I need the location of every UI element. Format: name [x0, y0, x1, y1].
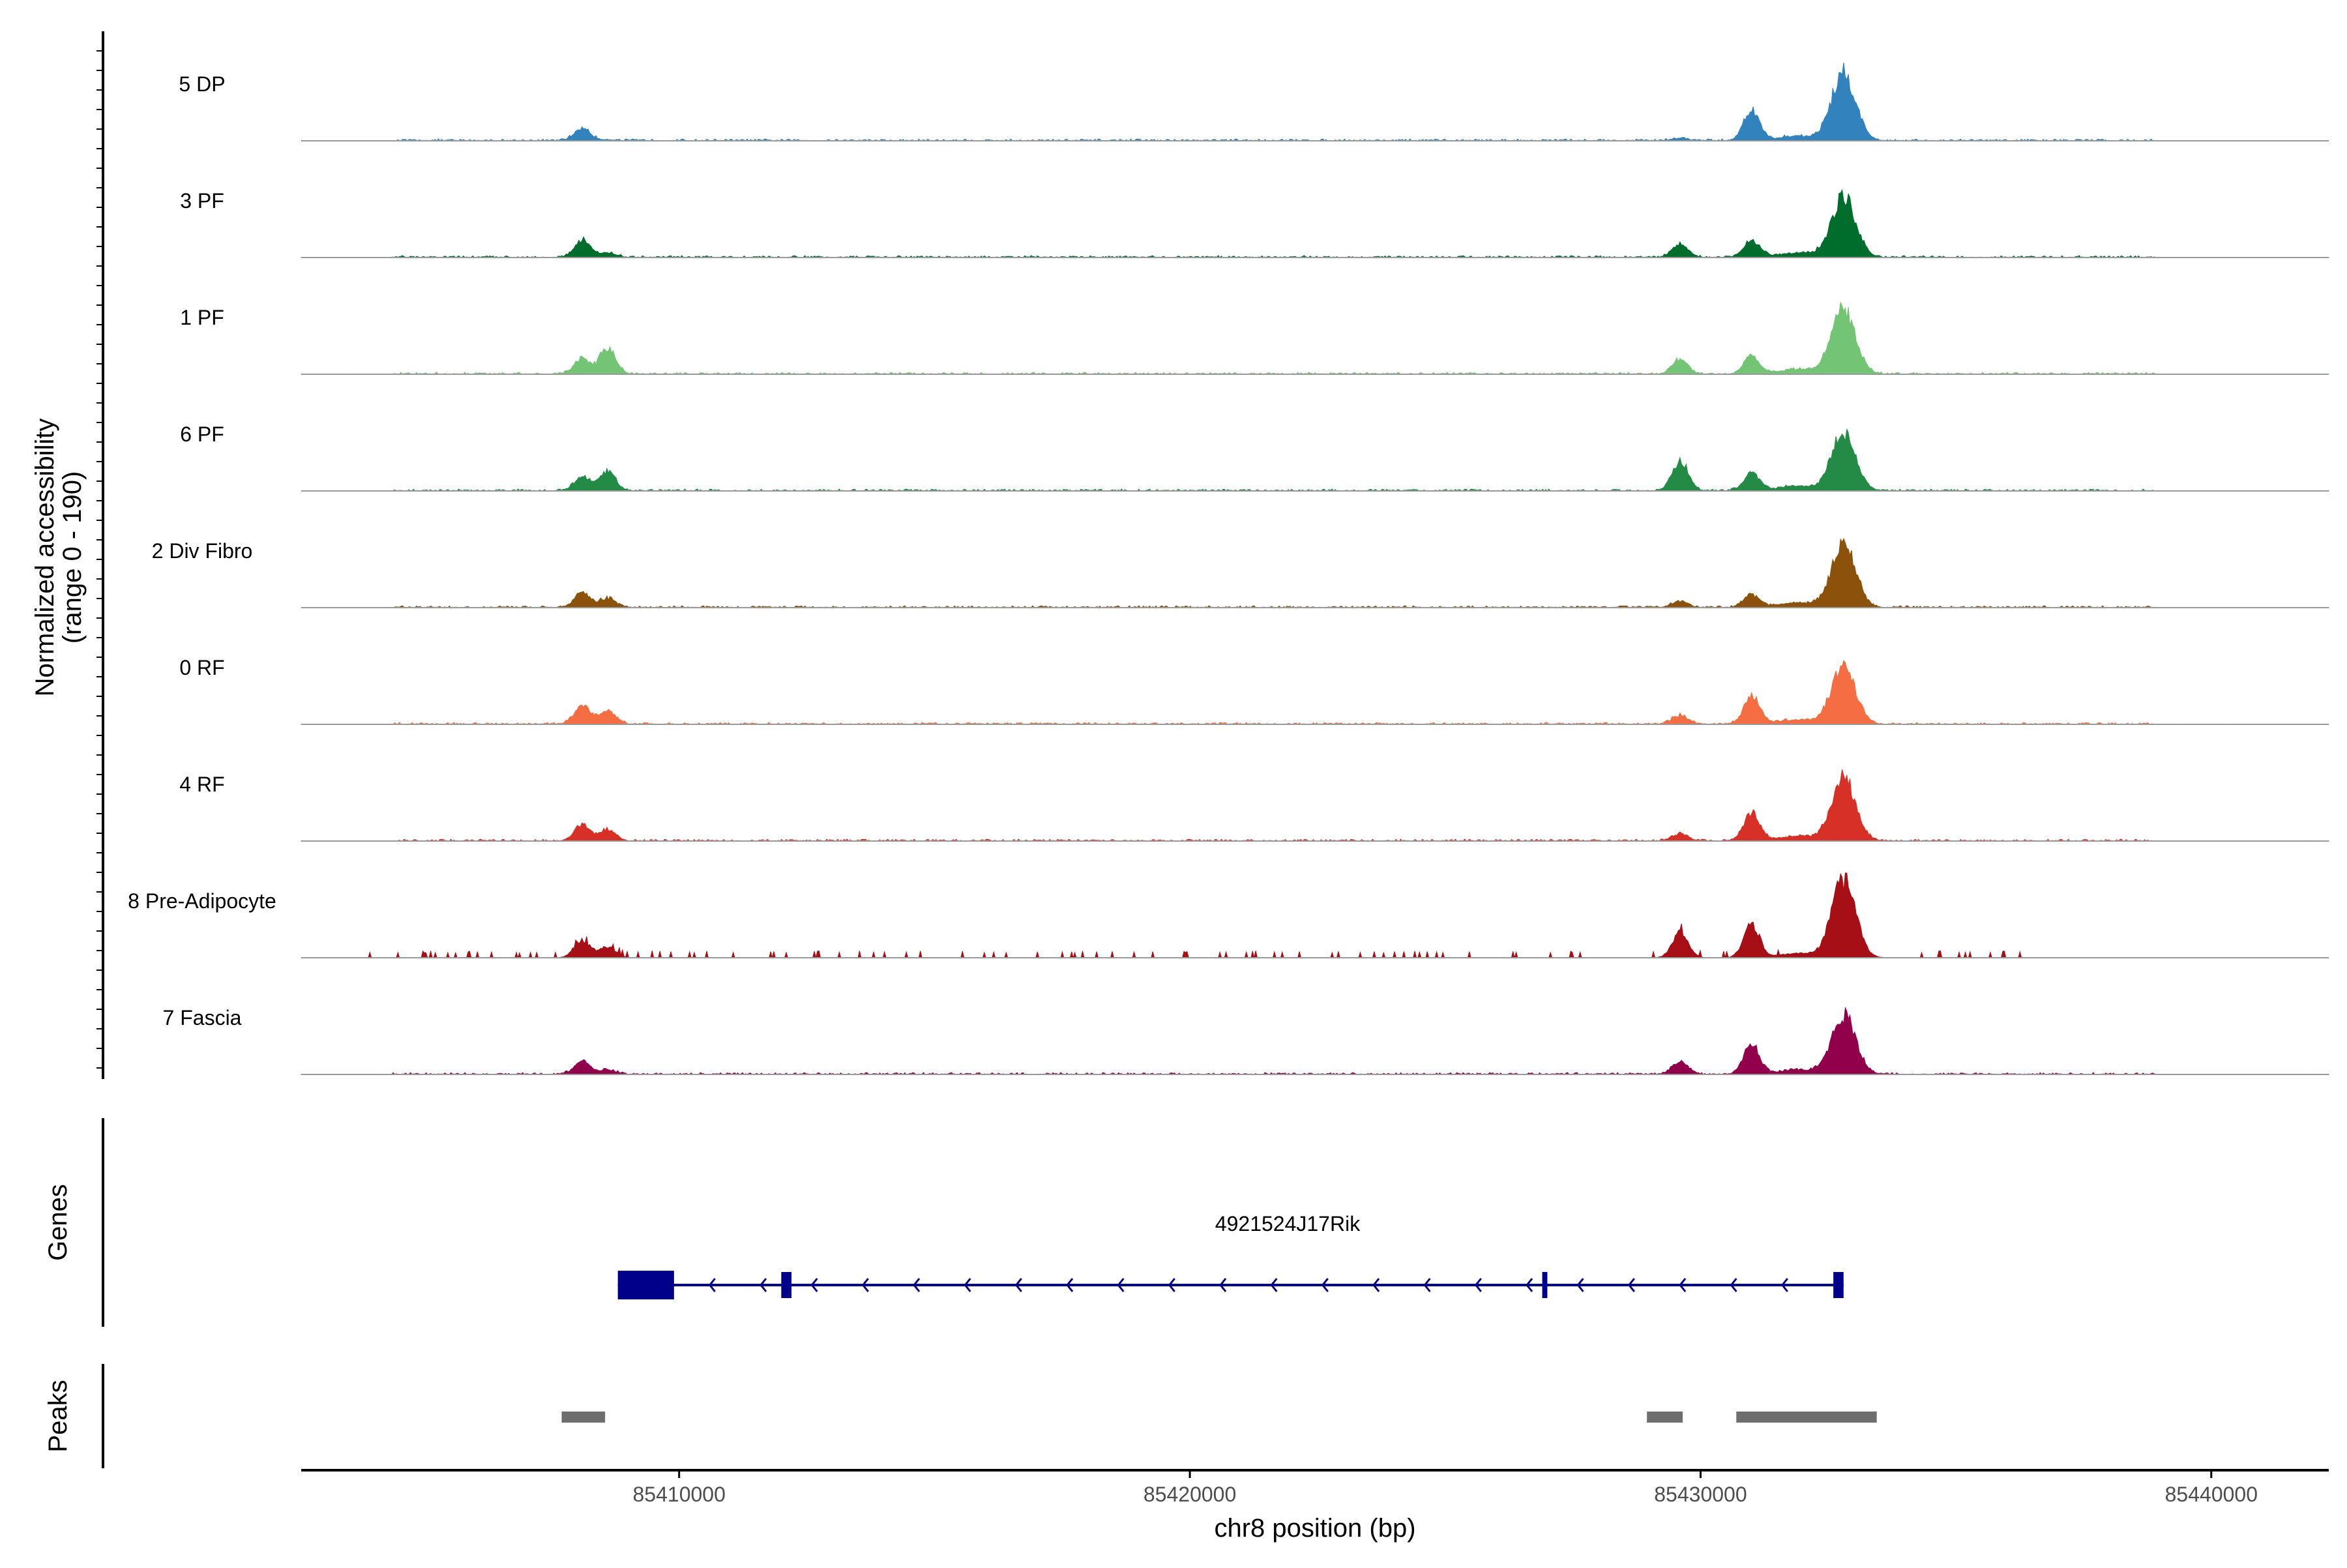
coverage-y-axis-subtitle: (range 0 - 190) [58, 471, 87, 644]
strand-arrow [913, 1278, 921, 1292]
strand-arrow [1576, 1278, 1584, 1292]
x-tick-label: 85420000 [1144, 1483, 1236, 1506]
gene-exon [617, 1271, 674, 1299]
strand-arrow [964, 1278, 971, 1292]
track-label: 8 Pre-Adipocyte [128, 889, 276, 913]
x-tick-label: 85410000 [633, 1483, 726, 1506]
track-6-pf: 6 PF [180, 422, 2329, 492]
track-label: 0 RF [179, 656, 224, 679]
track-8-pre-adipocyte: 8 Pre-Adipocyte [128, 872, 2329, 959]
strand-arrow [1474, 1278, 1482, 1292]
track-0-rf: 0 RF [179, 656, 2329, 725]
track-5-dp: 5 DP [179, 62, 2329, 141]
strand-arrow [1270, 1278, 1278, 1292]
gene-name-label: 4921524J17Rik [1215, 1212, 1361, 1235]
strand-arrow [1066, 1278, 1074, 1292]
x-tick-label: 85440000 [2165, 1483, 2258, 1506]
coverage-y-axis-title: Normalized accessibility [31, 419, 59, 697]
track-2-div-fibro: 2 Div Fibro [152, 537, 2329, 608]
track-label: 7 Fascia [163, 1006, 242, 1029]
strand-arrow [1679, 1278, 1687, 1292]
track-label: 5 DP [179, 72, 225, 96]
strand-arrow [1321, 1278, 1329, 1292]
x-axis-ticks: 85410000 85420000 85430000 85440000 [633, 1470, 2258, 1506]
track-label: 2 Div Fibro [152, 539, 253, 563]
track-label: 3 PF [180, 189, 224, 213]
gene-exon [1542, 1272, 1548, 1298]
strand-arrow [1014, 1278, 1022, 1292]
track-label: 6 PF [180, 422, 224, 446]
strand-arrow [1730, 1278, 1737, 1292]
strand-arrow [1372, 1278, 1380, 1292]
strand-arrow [1423, 1278, 1431, 1292]
strand-arrow [810, 1278, 818, 1292]
genes-panel-title: Genes [44, 1184, 72, 1261]
strand-arrow [1219, 1278, 1227, 1292]
peaks-panel-title: Peaks [44, 1380, 72, 1452]
track-3-pf: 3 PF [180, 188, 2329, 258]
gene-exon [1833, 1272, 1844, 1298]
strand-arrow [1627, 1278, 1635, 1292]
track-1-pf: 1 PF [180, 301, 2329, 375]
peak-bar [561, 1412, 606, 1423]
coverage-y-axis-ticks [96, 50, 103, 1069]
peak-bar [1647, 1412, 1683, 1423]
strand-arrow [760, 1278, 767, 1292]
track-label: 4 RF [179, 773, 224, 796]
gene-model [617, 1271, 1844, 1299]
coverage-tracks: 5 DP 3 PF 1 PF 6 PF 2 Div Fibro 0 RF 4 RF 8 Pre… [128, 62, 2329, 1075]
strand-arrow [1168, 1278, 1175, 1292]
x-tick-label: 85430000 [1654, 1483, 1747, 1506]
strand-arrow [1117, 1278, 1125, 1292]
track-7-fascia: 7 Fascia [163, 1006, 2329, 1075]
strand-arrow [861, 1278, 869, 1292]
peak-bars [561, 1412, 1877, 1423]
track-4-rf: 4 RF [179, 769, 2329, 842]
peak-bar [1736, 1412, 1877, 1423]
strand-arrow [1780, 1278, 1788, 1292]
strand-arrow [708, 1278, 716, 1292]
strand-arrow [1526, 1278, 1533, 1292]
gene-exon [781, 1272, 792, 1298]
track-label: 1 PF [180, 306, 224, 329]
x-axis-title: chr8 position (bp) [1214, 1514, 1415, 1543]
